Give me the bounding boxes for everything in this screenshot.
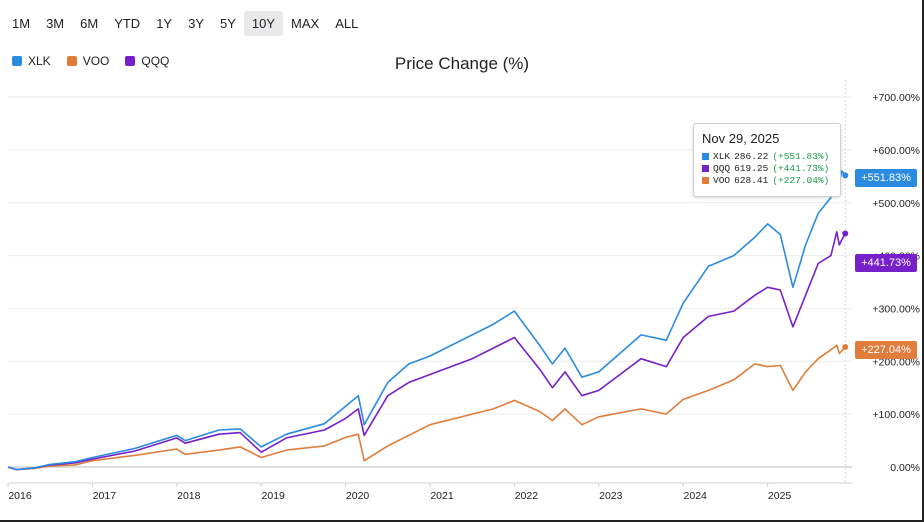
series-endpoint-voo — [842, 344, 849, 351]
legend-item-xlk[interactable]: XLK — [12, 54, 51, 68]
tooltip-swatch-xlk — [702, 152, 709, 160]
frame-right-border — [922, 0, 924, 522]
series-endpoint-qqq — [842, 230, 849, 237]
y-tick-label: +500.00% — [872, 198, 920, 210]
tooltip-swatch-qqq — [702, 164, 709, 172]
x-tick-label: 2024 — [684, 490, 708, 502]
range-1m-button[interactable]: 1M — [12, 15, 31, 31]
legend-label-qqq: QQQ — [141, 54, 170, 68]
tooltip-row-xlk: XLK 286.22 (+551.83%) — [694, 150, 840, 162]
range-ytd-button[interactable]: YTD — [114, 15, 141, 31]
x-tick-label: 2025 — [768, 490, 792, 502]
y-tick-label: +600.00% — [872, 145, 920, 157]
series-endpoint-xlk — [842, 172, 849, 179]
x-tick-label: 2019 — [262, 490, 286, 502]
tooltip-row-qqq: QQQ 619.25 (+441.73%) — [694, 162, 840, 174]
last-value-badge-qqq: +441.73% — [855, 254, 917, 272]
x-tick-label: 2023 — [599, 490, 623, 502]
tooltip-change-xlk: (+551.83%) — [772, 150, 830, 162]
range-5y-button[interactable]: 5Y — [220, 15, 236, 31]
chart-title: Price Change (%) — [394, 54, 530, 73]
legend-swatch-qqq — [125, 56, 136, 66]
x-tick-label: 2021 — [430, 490, 454, 502]
tooltip-price-qqq: 619.25 — [734, 162, 769, 174]
legend-swatch-voo — [66, 56, 77, 66]
y-tick-label: +700.00% — [872, 92, 920, 104]
legend-item-qqq[interactable]: QQQ — [125, 54, 169, 68]
y-tick-label: 0.00% — [890, 462, 920, 474]
legend-item-voo[interactable]: VOO — [66, 54, 110, 68]
y-tick-label: +300.00% — [872, 303, 920, 315]
hover-tooltip: Nov 29, 2025 XLK 286.22 (+551.83%) QQQ 6… — [693, 123, 841, 197]
tooltip-date: Nov 29, 2025 — [702, 131, 780, 146]
range-3y-button[interactable]: 3Y — [188, 15, 204, 31]
tooltip-ticker-xlk: XLK — [713, 150, 731, 162]
x-tick-label: 2020 — [346, 490, 370, 502]
legend-label-xlk: XLK — [28, 54, 51, 68]
range-10y-button[interactable]: 10Y — [243, 10, 284, 36]
range-3m-button[interactable]: 3M — [46, 15, 65, 31]
tooltip-row-voo: VOO 628.41 (+227.04%) — [694, 174, 840, 186]
range-max-button[interactable]: MAX — [291, 15, 320, 31]
tooltip-ticker-voo: VOO — [713, 174, 731, 186]
x-tick-label: 2017 — [93, 490, 117, 502]
tooltip-price-voo: 628.41 — [734, 174, 769, 186]
chart-legend: XLK VOO QQQ — [12, 54, 169, 68]
x-tick-label: 2016 — [8, 490, 32, 502]
series-line-voo — [7, 344, 846, 471]
tooltip-change-qqq: (+441.73%) — [772, 162, 830, 174]
x-tick-label: 2022 — [515, 490, 539, 502]
y-tick-label: +100.00% — [872, 409, 920, 421]
last-value-badge-voo: +227.04% — [855, 341, 917, 359]
legend-swatch-xlk — [12, 56, 22, 66]
legend-label-voo: VOO — [82, 54, 110, 68]
range-all-button[interactable]: ALL — [335, 15, 359, 31]
tooltip-price-xlk: 286.22 — [734, 150, 769, 162]
range-6m-button[interactable]: 6M — [80, 15, 99, 31]
frame-bottom-border — [0, 520, 924, 522]
y-tick-label: +200.00% — [872, 356, 920, 368]
range-1y-button[interactable]: 1Y — [156, 15, 173, 31]
tooltip-change-voo: (+227.04%) — [772, 174, 830, 186]
x-tick-label: 2018 — [177, 490, 201, 502]
range-selector: 1M 3M 6M YTD 1Y 3Y 5Y 10Y MAX ALL — [4, 10, 366, 36]
tooltip-swatch-voo — [702, 176, 709, 184]
series-line-qqq — [7, 231, 846, 471]
last-value-badge-xlk: +551.83% — [855, 169, 917, 187]
tooltip-ticker-qqq: QQQ — [713, 162, 731, 174]
series-line-xlk — [7, 157, 846, 471]
